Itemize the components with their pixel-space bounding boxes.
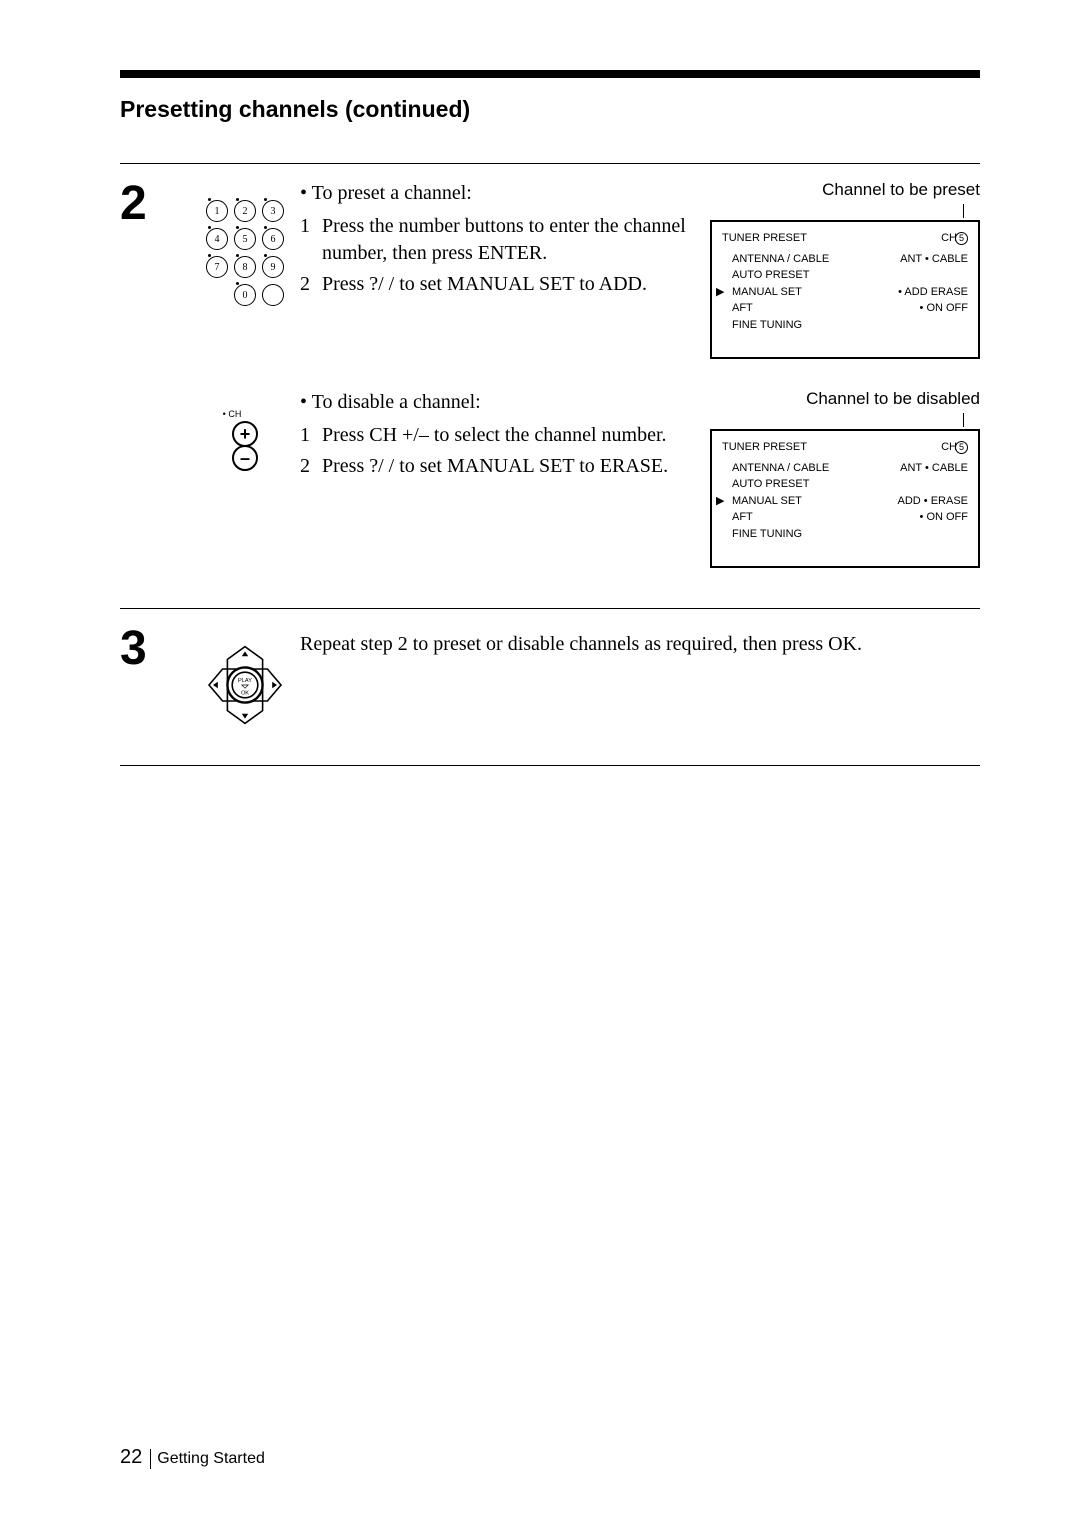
step3-text: Repeat step 2 to preset or disable chann…	[300, 625, 980, 658]
footer-section: Getting Started	[157, 1450, 265, 1467]
dpad-play-label: PLAY	[238, 678, 252, 684]
cursor-icon: ▶	[716, 493, 724, 510]
disable-text-2: Press ?/ / to set MANUAL SET to ERASE.	[322, 453, 668, 480]
s1-l2l: AUTO PRESET	[732, 267, 809, 284]
disable-idx-2: 2	[300, 453, 322, 480]
divider	[120, 608, 980, 609]
s2-l1l: ANTENNA / CABLE	[732, 460, 829, 477]
disable-text-1: Press CH +/– to select the channel numbe…	[322, 422, 667, 449]
step-2-disable: • CH + – • To disable a channel: 1 Press…	[120, 389, 980, 568]
key-0: 0	[234, 284, 256, 306]
dpad-ok-label: OK	[241, 691, 249, 697]
key-4: 4	[206, 228, 228, 250]
key-enter	[262, 284, 284, 306]
screen1-label: Channel to be preset	[710, 180, 980, 200]
s1-l3r: • ADD ERASE	[898, 284, 968, 301]
screen1-ch-val: 5	[955, 232, 968, 245]
divider	[120, 163, 980, 164]
dpad-icon: PLAY OK	[190, 625, 300, 725]
s2-l2l: AUTO PRESET	[732, 476, 809, 493]
step-3: 3 PLAY OK Repeat step 2 to preset or dis…	[120, 625, 980, 725]
screen1: TUNER PRESET CH5 ANTENNA / CABLEANT • CA…	[710, 220, 980, 359]
key-7: 7	[206, 256, 228, 278]
screen2-ch-val: 5	[955, 441, 968, 454]
s1-l5l: FINE TUNING	[732, 317, 802, 334]
s1-l3l: MANUAL SET	[732, 284, 802, 301]
section-title: Presetting channels (continued)	[120, 96, 980, 123]
s2-l3r: ADD • ERASE	[898, 493, 968, 510]
preset-idx-2: 2	[300, 271, 322, 298]
ch-minus: –	[232, 445, 258, 471]
ch-buttons-icon: • CH + –	[190, 389, 300, 469]
s1-l1l: ANTENNA / CABLE	[732, 251, 829, 268]
screen2: TUNER PRESET CH5 ANTENNA / CABLEANT • CA…	[710, 429, 980, 568]
screen2-pointer	[710, 413, 980, 429]
screen2-title: TUNER PRESET	[722, 439, 807, 456]
screen1-title: TUNER PRESET	[722, 230, 807, 247]
preset-text-1: Press the number buttons to enter the ch…	[322, 213, 690, 267]
s1-l4l: AFT	[732, 300, 753, 317]
ch-plus: +	[232, 421, 258, 447]
key-3: 3	[262, 200, 284, 222]
footer: 22 Getting Started	[120, 1446, 265, 1469]
s2-l3l: MANUAL SET	[732, 493, 802, 510]
divider	[120, 765, 980, 766]
step-number: 2	[120, 180, 190, 228]
s1-l1r: ANT • CABLE	[900, 251, 968, 268]
s2-l4l: AFT	[732, 509, 753, 526]
step-2-preset: 2 1 2 3 4 5 6 7 8 9 0 • To preset a chan…	[120, 180, 980, 359]
cursor-icon: ▶	[716, 284, 724, 301]
disable-idx-1: 1	[300, 422, 322, 449]
s2-l5l: FINE TUNING	[732, 526, 802, 543]
keypad-icon: 1 2 3 4 5 6 7 8 9 0	[190, 180, 300, 306]
screen1-pointer	[710, 204, 980, 220]
key-6: 6	[262, 228, 284, 250]
s1-l4r: • ON OFF	[920, 300, 968, 317]
key-9: 9	[262, 256, 284, 278]
key-2: 2	[234, 200, 256, 222]
key-5: 5	[234, 228, 256, 250]
s2-l4r: • ON OFF	[920, 509, 968, 526]
page-number: 22	[120, 1446, 142, 1468]
ch-label: • CH	[223, 409, 242, 419]
key-1: 1	[206, 200, 228, 222]
preset-idx-1: 1	[300, 213, 322, 267]
step-number: 3	[120, 625, 190, 673]
key-8: 8	[234, 256, 256, 278]
disable-bullet: • To disable a channel:	[300, 389, 690, 416]
preset-text-2: Press ?/ / to set MANUAL SET to ADD.	[322, 271, 647, 298]
screen2-label: Channel to be disabled	[710, 389, 980, 409]
header-rule	[120, 70, 980, 78]
s2-l1r: ANT • CABLE	[900, 460, 968, 477]
preset-bullet: • To preset a channel:	[300, 180, 690, 207]
